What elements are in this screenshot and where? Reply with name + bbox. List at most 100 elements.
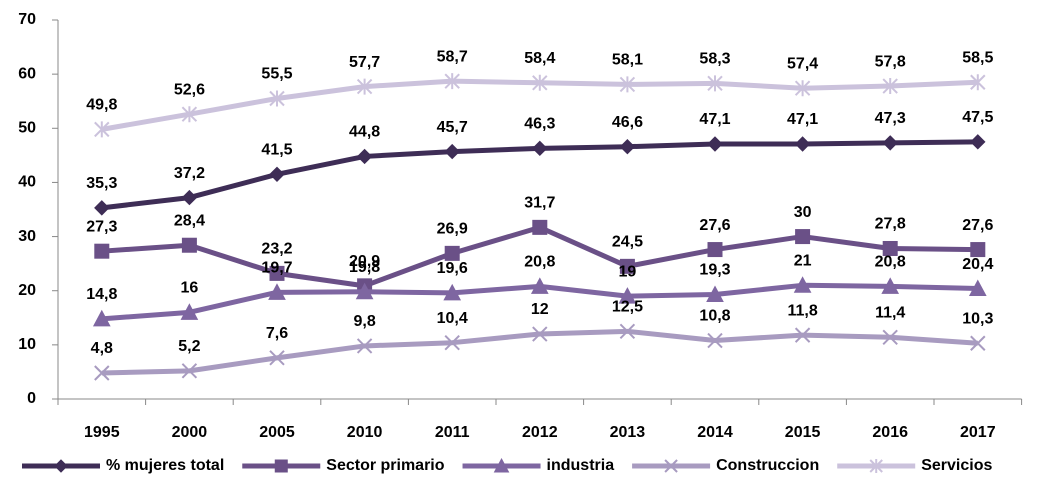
x-tick-label: 2015 [785,424,821,441]
marker [970,335,986,351]
y-tick-label: 0 [27,390,36,407]
data-label: 12,5 [612,299,643,316]
data-label: 58,5 [962,49,993,66]
marker [356,148,373,165]
x-tick-label: 2014 [697,424,733,441]
series: 49,8 52,6 55,5 57,7 58,7 58,4 58,1 58,3 57,4 57,8… [86,48,993,138]
x-tick-label: 2010 [347,424,383,441]
legend-label: industria [547,457,615,474]
marker [970,242,986,258]
y-tick-label: 20 [18,282,36,299]
x-tick-label: 2016 [872,424,908,441]
data-label: 5,2 [178,338,200,355]
marker [444,73,460,90]
marker [882,329,898,345]
series: 35,3 37,2 41,5 44,8 45,7 46,3 46,6 47,1 47,1 47,3… [86,109,993,216]
data-label: 57,8 [875,53,906,70]
data-label: 19,8 [349,259,380,276]
marker [180,303,199,320]
marker [970,74,986,91]
data-label: 9,8 [353,313,375,330]
data-label: 19,7 [261,260,292,277]
data-label: 58,4 [524,50,555,67]
data-label: 21 [794,253,812,270]
data-label: 19,3 [699,262,730,279]
marker [181,106,198,123]
legend-label: Servicios [921,457,992,474]
marker [869,459,883,473]
data-label: 46,3 [524,116,555,133]
marker [794,80,811,97]
y-tick-label: 10 [18,336,36,353]
legend-label: % mujeres total [106,457,224,474]
marker [94,200,110,216]
data-label: 55,5 [261,66,292,83]
marker [619,323,636,340]
data-label: 57,4 [787,55,818,72]
data-label: 46,6 [612,114,643,131]
data-label: 10,8 [699,308,730,325]
data-label: 12 [531,301,549,318]
x-tick-label: 2017 [960,424,996,441]
marker [269,166,285,183]
data-label: 47,3 [875,110,906,127]
marker [707,242,723,258]
data-label: 58,7 [437,48,468,65]
data-label: 27,6 [962,217,993,234]
marker [444,143,460,160]
marker [92,309,111,327]
y-tick-label: 60 [18,65,36,82]
marker [94,121,110,138]
data-label: 11,8 [787,302,817,319]
data-label: 20,9 [349,253,380,270]
marker [881,277,900,294]
marker [664,459,678,473]
marker [794,327,811,343]
marker [532,140,548,157]
marker [444,245,460,261]
data-label: 47,1 [787,111,818,128]
data-label: 44,8 [349,124,380,141]
data-label: 41,5 [261,142,292,159]
y-tick-label: 40 [18,174,36,191]
data-label: 20,8 [524,254,555,271]
series: 27,3 28,4 23,2 20,9 26,9 31,7 24,5 27,6 30 27,8 27… [86,195,993,294]
marker [707,332,723,349]
marker [94,365,110,381]
data-label: 30 [794,204,812,221]
marker [444,334,460,351]
marker [707,75,723,92]
data-label: 23,2 [261,241,292,258]
x-tick-label: 2011 [435,424,470,441]
data-label: 52,6 [174,81,205,98]
data-label: 27,3 [86,218,117,235]
marker [493,457,510,473]
legend-label: Construccion [716,457,819,474]
x-tick-label: 2012 [522,424,558,441]
data-label: 47,1 [699,111,730,128]
marker [794,136,811,152]
marker [269,350,285,366]
data-label: 27,6 [699,217,730,234]
data-label: 20,8 [875,254,906,271]
data-label: 45,7 [437,119,468,136]
data-label: 20,4 [962,256,993,273]
marker [356,338,373,354]
x-tick-label: 2013 [610,424,646,441]
marker [618,287,637,304]
marker [532,326,548,342]
x-tick-label: 2005 [259,424,295,441]
marker [793,276,812,293]
data-label: 35,3 [86,175,117,192]
marker [356,78,373,95]
marker [269,265,285,281]
data-label: 10,3 [962,310,993,327]
data-label: 4,8 [91,340,113,357]
marker [269,90,285,107]
marker [707,136,723,152]
data-label: 24,5 [612,234,643,251]
x-tick-label: 2000 [172,424,208,441]
marker [530,277,549,294]
y-tick-label: 30 [18,228,36,245]
